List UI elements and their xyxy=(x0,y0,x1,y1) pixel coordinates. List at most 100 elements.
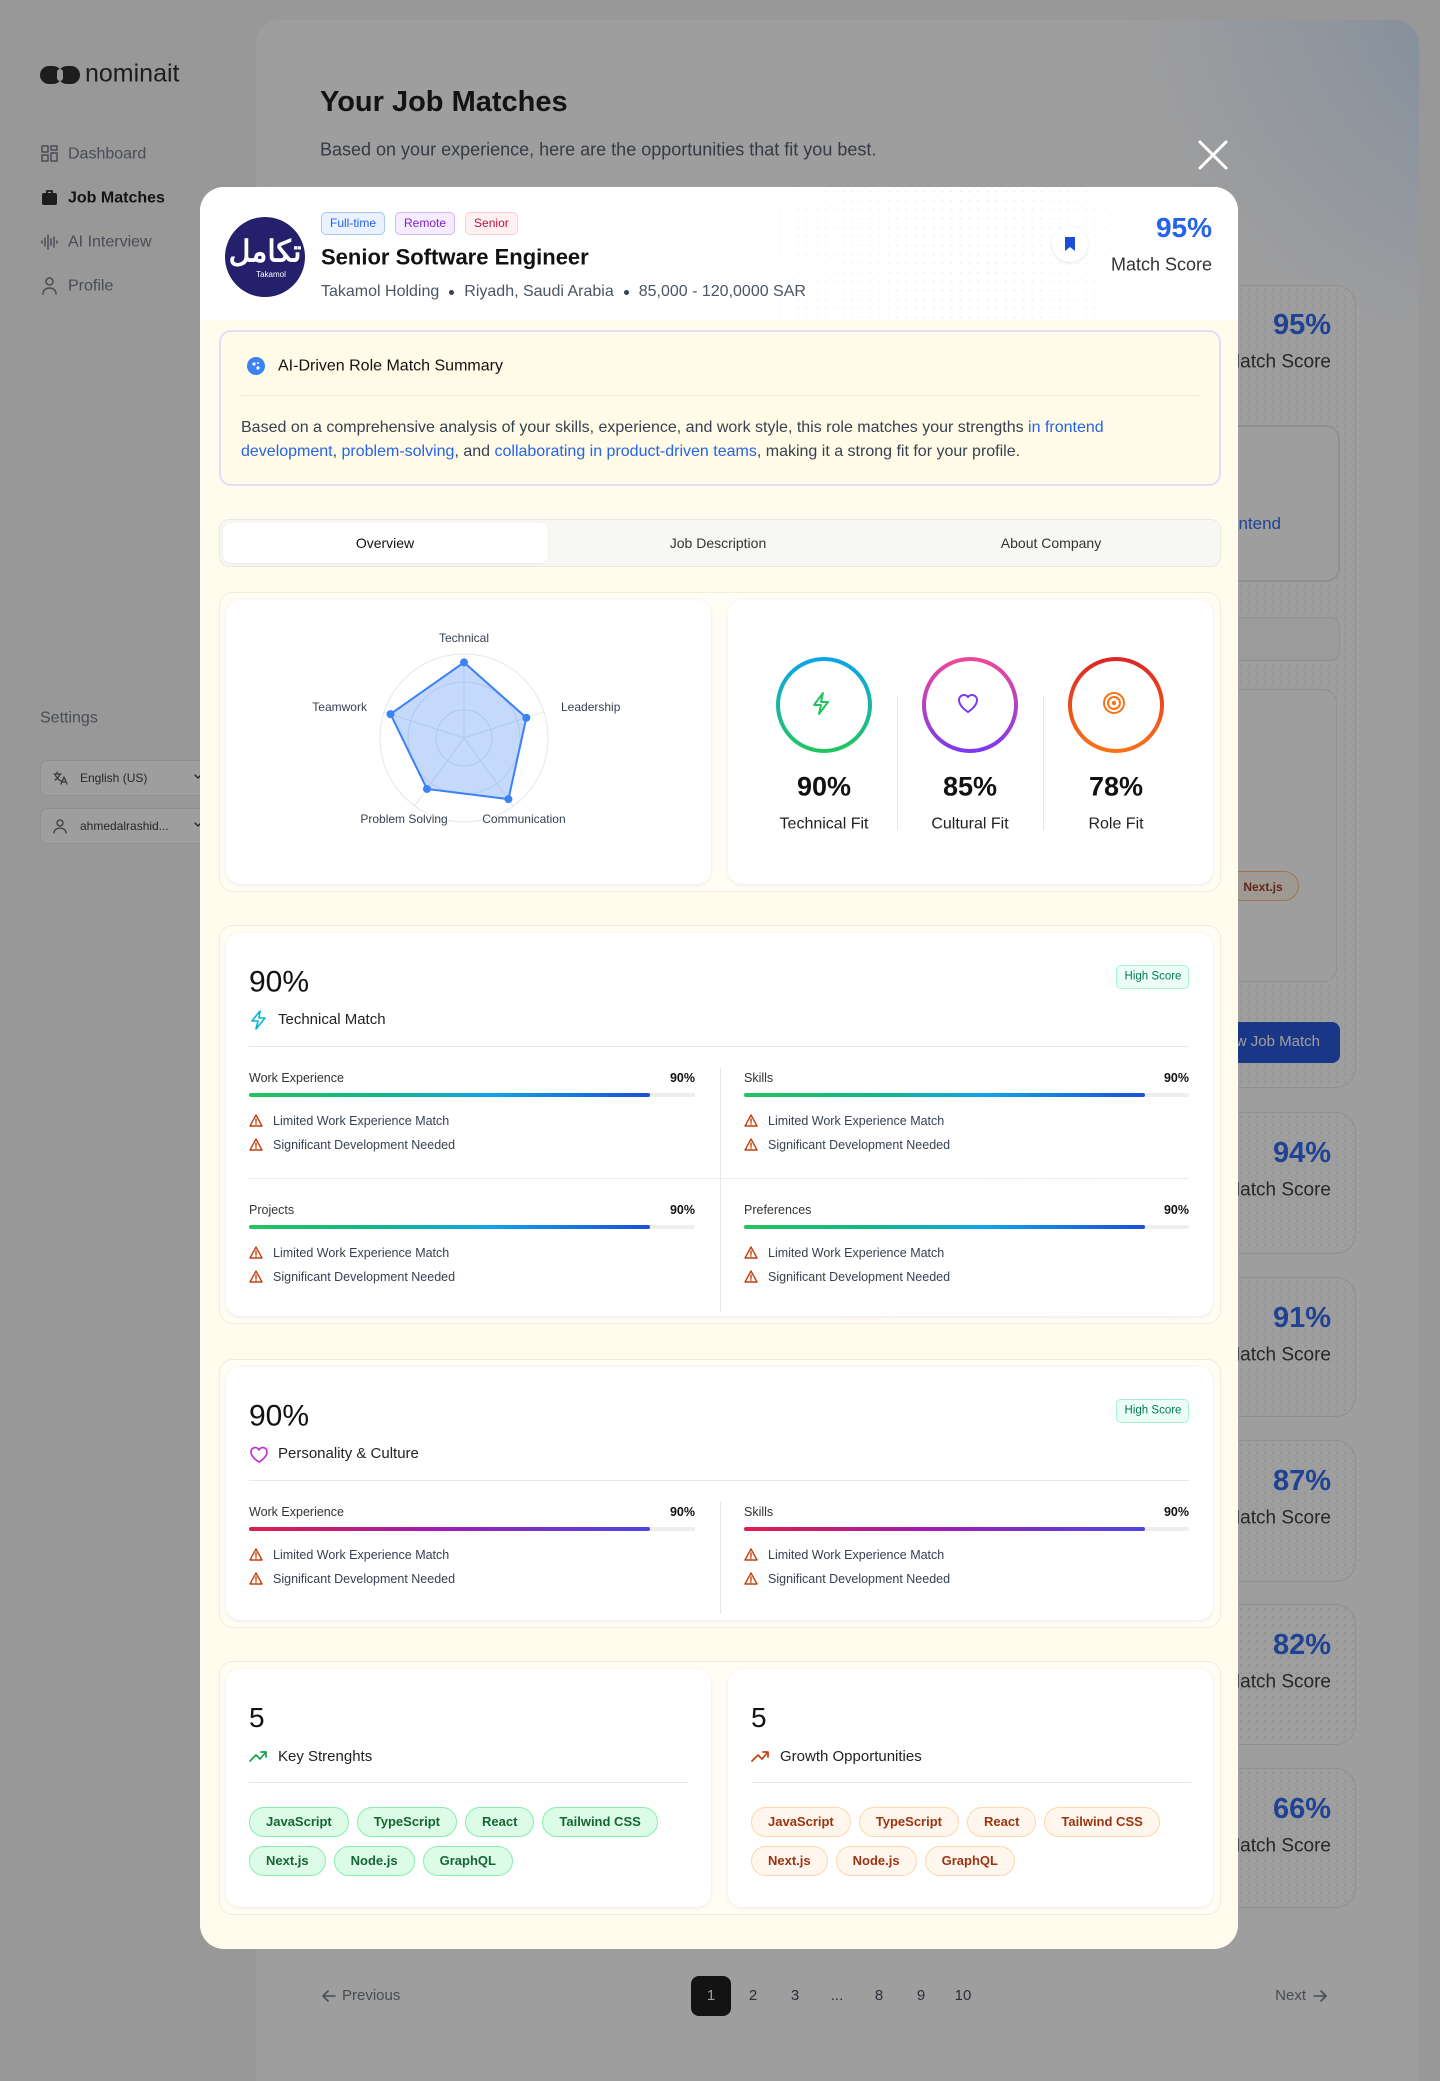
icon-part xyxy=(42,277,57,295)
close-button[interactable] xyxy=(1198,140,1228,170)
select-icon xyxy=(53,771,68,785)
page-button[interactable]: 3 xyxy=(775,1976,815,2016)
skill-pill: Node.js xyxy=(333,1846,415,1876)
icon-part xyxy=(249,1572,263,1585)
section-icon xyxy=(250,1446,268,1463)
summary-text: Based on a comprehensive analysis of you… xyxy=(241,416,1191,476)
divider xyxy=(751,1782,1191,1783)
nav-item[interactable]: Job Matches xyxy=(68,189,165,207)
fit-icon xyxy=(1103,692,1125,714)
count: 5 xyxy=(249,1702,265,1733)
highlight-text: in frontend development xyxy=(241,419,1104,460)
radar-point xyxy=(460,658,468,667)
criterion-note: Limited Work Experience Match xyxy=(273,1548,450,1562)
brand-name: nominait xyxy=(85,59,180,88)
fit-icon xyxy=(813,692,829,715)
icon-part xyxy=(1103,692,1125,714)
badge-text: High Score xyxy=(1124,1404,1182,1417)
icon-part xyxy=(250,1446,268,1463)
radar-axis-label: Communication xyxy=(482,811,566,826)
select-icon xyxy=(53,819,67,834)
warning-icon xyxy=(249,1548,263,1561)
radar-spoke xyxy=(383,711,465,739)
page-button[interactable]: ... xyxy=(817,1976,857,2016)
bar-fill xyxy=(744,1527,1145,1531)
select[interactable] xyxy=(40,808,212,844)
bar-track xyxy=(744,1225,1189,1229)
icon-part xyxy=(744,1138,758,1151)
icon-part xyxy=(41,234,58,250)
fit-label: Role Fit xyxy=(1088,815,1144,833)
divider xyxy=(249,1782,689,1783)
tab[interactable]: About Company xyxy=(889,523,1214,563)
meta-item: Takamol Holding xyxy=(321,283,440,300)
section-score: 90% xyxy=(249,1399,310,1433)
skill-list: JavaScript TypeScript React Tailwind CSS Nex… xyxy=(751,1807,1191,1887)
next-button[interactable]: Next xyxy=(1275,1987,1306,2004)
meta-item: Riyadh, Saudi Arabia xyxy=(464,283,614,300)
page-button[interactable]: 2 xyxy=(733,1976,773,2016)
skill-list: JavaScript TypeScript React Tailwind CSS Nex… xyxy=(249,1807,689,1887)
page-button[interactable]: 1 xyxy=(691,1976,731,2016)
company-logo: تكامل Takamol xyxy=(225,217,305,297)
previous-button[interactable]: Previous xyxy=(342,1987,401,2004)
icon-part xyxy=(813,692,829,715)
page-number: 10 xyxy=(954,1987,972,2004)
radar-axis-label: Teamwork xyxy=(312,700,367,715)
page-button[interactable]: 8 xyxy=(859,1976,899,2016)
tab[interactable]: Job Description xyxy=(556,523,881,563)
icon-part xyxy=(1065,237,1075,251)
icon-part xyxy=(249,1138,263,1151)
page-button[interactable]: 9 xyxy=(901,1976,941,2016)
radar-area xyxy=(389,661,528,801)
logo-arabic: تكامل xyxy=(228,235,302,269)
fit-value: 78% xyxy=(1088,771,1144,802)
summary-title: AI-Driven Role Match Summary xyxy=(278,357,503,375)
bar-fill xyxy=(744,1225,1145,1229)
criterion-note: Limited Work Experience Match xyxy=(768,1246,945,1260)
nav-item[interactable]: AI Interview xyxy=(68,233,152,251)
match-score: 95% xyxy=(1272,309,1331,341)
icon-part xyxy=(40,66,62,84)
bookmark-button[interactable] xyxy=(1052,226,1088,262)
fit-value: 90% xyxy=(796,771,852,802)
warning-icon xyxy=(744,1572,758,1585)
skill-pill: JavaScript xyxy=(249,1807,349,1837)
icon-part xyxy=(41,145,58,162)
criterion-value: 90% xyxy=(1163,1203,1189,1217)
page-number: 3 xyxy=(790,1987,800,2004)
skill-pill: TypeScript xyxy=(356,1807,457,1837)
select-text: English (US) xyxy=(80,771,148,785)
radar-spoke xyxy=(463,711,545,739)
meta-item: 85,000 - 120,0000 SAR xyxy=(638,283,806,300)
criterion-name: Preferences xyxy=(744,1203,812,1217)
radar-axis-label: Problem Solving xyxy=(360,811,448,826)
nav-item[interactable]: Profile xyxy=(68,277,114,295)
criterion-name: Skills xyxy=(744,1071,774,1085)
match-score-label: Match Score xyxy=(1224,1344,1331,1366)
divider xyxy=(241,395,1199,396)
criterion-note: Significant Development Needed xyxy=(768,1572,951,1586)
card-fade xyxy=(226,1367,1213,1620)
tab[interactable]: Overview xyxy=(223,523,548,563)
select[interactable] xyxy=(40,760,212,796)
section-label: Technical Match xyxy=(278,1011,386,1028)
page-button[interactable]: 10 xyxy=(943,1976,983,2016)
divider xyxy=(720,1502,721,1614)
bookmark-icon xyxy=(1065,237,1075,251)
criterion-value: 90% xyxy=(669,1071,695,1085)
icon-part xyxy=(53,771,68,785)
fit-value: 85% xyxy=(942,771,998,802)
page-subtitle: Based on your experience, here are the o… xyxy=(320,139,877,160)
icon-part xyxy=(57,69,63,81)
icon-part xyxy=(1313,1990,1327,2002)
skill-pill-text: Next.js xyxy=(1243,880,1283,894)
radar-point xyxy=(422,784,431,793)
icon-part xyxy=(1107,696,1121,710)
section-score: 90% xyxy=(249,965,310,999)
icon-part xyxy=(744,1270,758,1283)
skill-pill: Tailwind CSS xyxy=(1044,1807,1160,1837)
nav-item[interactable]: Dashboard xyxy=(68,145,147,163)
card xyxy=(226,600,711,884)
